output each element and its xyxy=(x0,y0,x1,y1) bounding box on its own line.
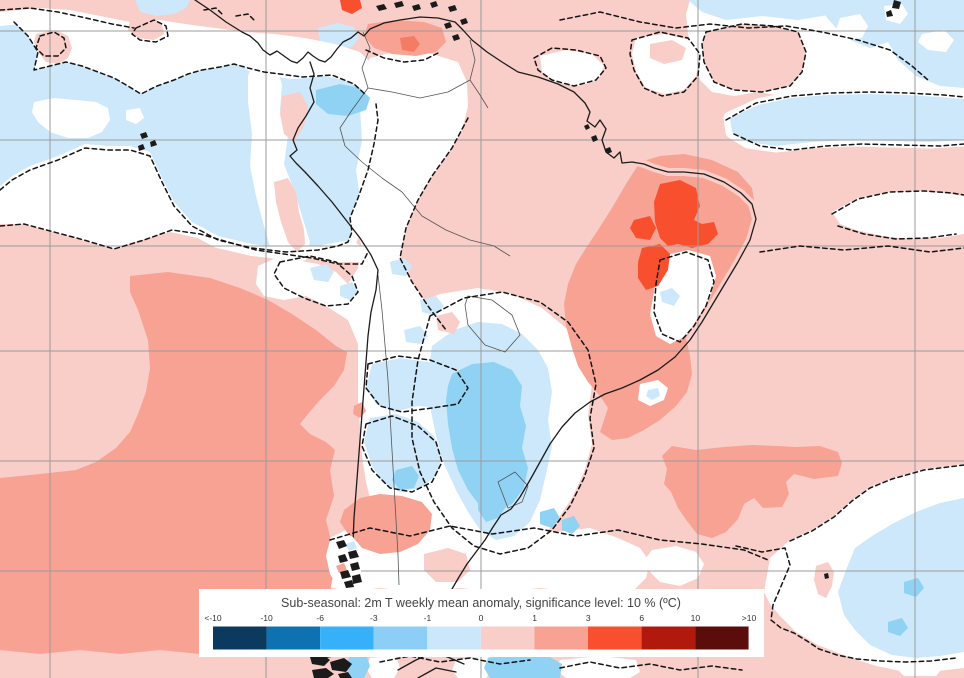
svg-text:>10: >10 xyxy=(742,613,757,623)
svg-text:1: 1 xyxy=(532,613,537,623)
svg-text:-3: -3 xyxy=(370,613,378,623)
svg-text:-1: -1 xyxy=(424,613,432,623)
svg-text:10: 10 xyxy=(691,613,701,623)
svg-text:0: 0 xyxy=(479,613,484,623)
svg-text:3: 3 xyxy=(586,613,591,623)
svg-text:<-10: <-10 xyxy=(204,613,222,623)
svg-text:Sub-seasonal: 2m T weekly mean: Sub-seasonal: 2m T weekly mean anomaly, … xyxy=(281,596,681,610)
svg-text:-6: -6 xyxy=(316,613,324,623)
svg-text:6: 6 xyxy=(639,613,644,623)
svg-text:-10: -10 xyxy=(260,613,273,623)
